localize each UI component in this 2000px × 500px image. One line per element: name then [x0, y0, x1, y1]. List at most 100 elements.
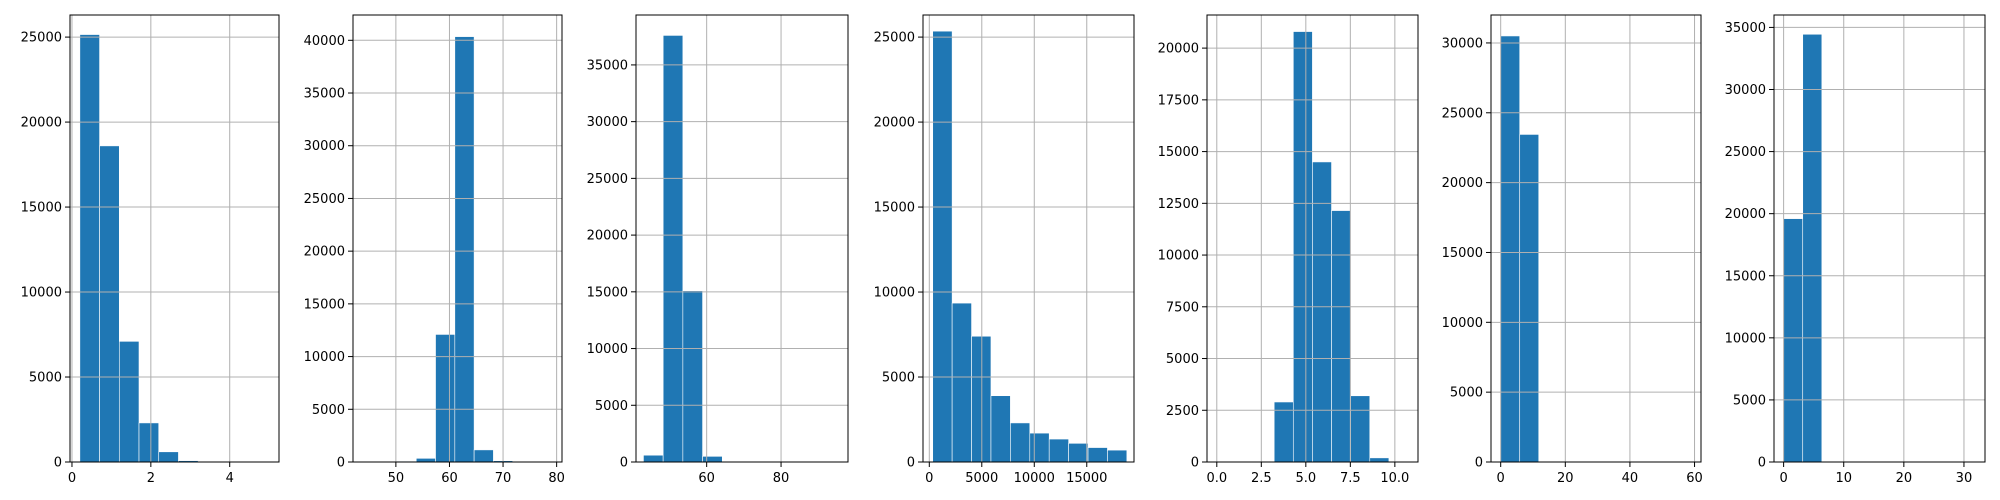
histogram-bar: [1500, 35, 1521, 463]
y-tick-label: 10000: [1725, 331, 1766, 346]
histogram-bar: [435, 334, 456, 463]
histogram-bar: [415, 458, 436, 463]
y-tick-label: 5000: [29, 371, 62, 386]
histogram-bar: [118, 341, 140, 463]
x-tick-label: 10000: [1014, 471, 1055, 486]
y-tick-label: 25000: [1725, 145, 1766, 160]
x-tick-label: 80: [548, 471, 565, 486]
y-tick-label: 20000: [21, 116, 62, 131]
x-tick-label: 5000: [965, 471, 998, 486]
y-tick-label: 25000: [304, 192, 345, 207]
y-tick-label: 0: [54, 456, 62, 471]
histogram-bar: [1802, 33, 1823, 463]
y-tick-label: 30000: [587, 115, 628, 130]
y-tick-label: 35000: [587, 58, 628, 73]
histogram-bar: [1048, 438, 1069, 463]
y-tick-label: 25000: [21, 31, 62, 46]
y-tick-label: 15000: [304, 297, 345, 312]
histogram-bar: [1312, 161, 1332, 463]
y-tick-label: 0: [907, 456, 915, 471]
y-tick-label: 10000: [21, 286, 62, 301]
grid-lines: [1491, 15, 1701, 463]
x-tick-label: 0: [68, 471, 76, 486]
axes-frame: [69, 14, 280, 463]
x-tick-label: 60: [698, 471, 715, 486]
histogram-bars: [1783, 33, 1976, 463]
y-tick-label: 17500: [1158, 93, 1199, 108]
histogram-bar: [682, 290, 703, 463]
histogram-bar: [1068, 443, 1089, 463]
y-tick-label: 15000: [1158, 145, 1199, 160]
y-tick-label: 0: [1475, 456, 1483, 471]
histogram-bar: [1519, 134, 1540, 463]
histogram-panel-6: 0 20 40 60 0 5000 10000 15000 20000 25000 30000: [1442, 14, 1703, 486]
x-tick-label: 30: [1956, 471, 1973, 486]
y-tick-label: 5000: [1733, 393, 1766, 408]
y-tick-label: 25000: [1442, 106, 1483, 121]
y-tick-label: 10000: [1442, 316, 1483, 331]
y-tick-label: 0: [1758, 456, 1766, 471]
histogram-bar: [643, 454, 664, 463]
axes-frame: [922, 14, 1135, 463]
x-tick-label: 60: [441, 471, 458, 486]
histogram-bar: [99, 145, 120, 463]
x-tick-label: 80: [773, 471, 790, 486]
y-tick-label: 0: [1191, 456, 1199, 471]
y-tick-label: 12500: [1158, 197, 1199, 212]
y-tick-label: 15000: [1725, 269, 1766, 284]
histogram-bar: [971, 335, 992, 463]
y-tick-label: 10000: [1158, 249, 1199, 264]
axes-frame: [635, 14, 849, 463]
x-tick-label: 7.5: [1340, 471, 1361, 486]
x-tick-label: 2.5: [1251, 471, 1272, 486]
histogram-bars: [358, 36, 552, 463]
histogram-bar: [1331, 210, 1351, 463]
histogram-bar: [1107, 449, 1128, 463]
histogram-bars: [79, 34, 278, 463]
histogram-bar: [1292, 31, 1313, 463]
axes-frame: [1773, 14, 1986, 463]
x-tick-label: 4: [226, 471, 234, 486]
axes-frame: [352, 14, 563, 463]
histogram-bar: [454, 36, 475, 463]
histogram-bar: [1010, 422, 1031, 463]
y-tick-label: 20000: [587, 229, 628, 244]
grid-lines: [636, 15, 848, 463]
x-tick-label: 10: [1835, 471, 1852, 486]
histogram-bar: [662, 35, 684, 463]
x-tick-label: 20: [1557, 471, 1574, 486]
x-tick-label: 70: [495, 471, 512, 486]
x-tick-label: 0.0: [1206, 471, 1227, 486]
histogram-bar: [951, 302, 972, 463]
y-tick-label: 10000: [874, 286, 915, 301]
y-tick-label: 15000: [874, 201, 915, 216]
y-tick-label: 5000: [1166, 352, 1199, 367]
x-tick-label: 50: [388, 471, 405, 486]
histogram-bar: [932, 30, 953, 463]
histogram-panel-1: 0 2 4 0 5000 10000 15000 20000 25000: [21, 14, 280, 486]
x-tick-label: 20: [1896, 471, 1913, 486]
histogram-bar: [1087, 447, 1108, 463]
histogram-bar: [473, 449, 494, 463]
y-tick-label: 0: [620, 456, 628, 471]
y-tick-label: 10000: [304, 350, 345, 365]
y-tick-label: 7500: [1166, 300, 1199, 315]
y-tick-label: 25000: [874, 31, 915, 46]
y-tick-label: 30000: [304, 139, 345, 154]
x-tick-label: 0: [925, 471, 933, 486]
y-tick-label: 5000: [595, 399, 628, 414]
x-tick-label: 0: [1779, 471, 1787, 486]
y-tick-label: 20000: [304, 245, 345, 260]
histogram-bars: [1500, 35, 1692, 463]
histogram-bar: [1369, 457, 1390, 463]
histogram-bar: [1783, 218, 1804, 463]
x-tick-label: 5.0: [1295, 471, 1316, 486]
x-tick-label: 15000: [1066, 471, 1107, 486]
x-tick-label: 0: [1497, 471, 1505, 486]
y-tick-label: 2500: [1166, 404, 1199, 419]
histogram-bars: [643, 35, 841, 463]
y-tick-label: 15000: [21, 201, 62, 216]
y-tick-label: 15000: [1442, 246, 1483, 261]
histogram-bar: [158, 451, 179, 463]
